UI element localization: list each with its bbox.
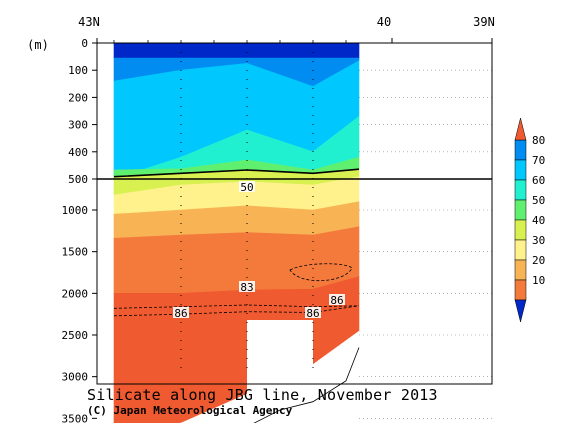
contour-label-box <box>239 281 255 292</box>
plot-border <box>96 42 493 385</box>
chart-credit: (C) Japan Meteorological Agency <box>87 404 293 417</box>
y-tick-label: 3000 <box>62 371 89 384</box>
colorbar-tick-label: 40 <box>532 214 545 227</box>
contour-label: 83 <box>240 281 253 294</box>
x-tick-label: 43N <box>78 15 100 29</box>
x-tick-label: 39N <box>473 15 495 29</box>
colorbar-tick-label: 80 <box>532 134 545 147</box>
y-tick-label: 2500 <box>62 329 89 342</box>
contour-label-box <box>173 307 189 318</box>
y-tick-label: 200 <box>68 91 88 104</box>
y-tick-label: 2000 <box>62 287 89 300</box>
no-data-areas <box>247 320 360 423</box>
y-tick-label: 500 <box>68 173 88 186</box>
contour-labels: 50 83 86 86 86 <box>173 181 345 320</box>
colorbar-tick-label: 70 <box>532 154 545 167</box>
colorbar-swatch <box>514 199 527 221</box>
contour-label-box <box>239 181 255 192</box>
seafloor-line <box>253 347 360 423</box>
x-tick-label: 40 <box>377 15 391 29</box>
y-tick-label: 400 <box>68 146 88 159</box>
colorbar-swatch <box>514 279 527 301</box>
band-80-83 <box>113 226 360 294</box>
contour-label-box <box>305 307 321 318</box>
y-tick-label: 300 <box>68 119 88 132</box>
y-tick-label: 0 <box>81 37 88 50</box>
colorbar-swatch <box>514 159 527 181</box>
colorbar-tick-label: 60 <box>532 174 545 187</box>
plot-frame <box>96 42 493 385</box>
colorbar-swatch <box>514 139 527 161</box>
colorbar-swatch <box>514 259 527 281</box>
station-markers <box>180 43 314 370</box>
colorbar-tick-label: 30 <box>532 234 545 247</box>
y-tick-label: 1000 <box>62 204 89 217</box>
colorbar-tick-label: 20 <box>532 254 545 267</box>
band-<10 <box>113 42 360 59</box>
colorbar-arrow-bottom <box>514 299 527 323</box>
x-axis: 43N 40 39N <box>78 15 495 43</box>
contour-line-86-loop <box>289 263 353 282</box>
contour-label: 86 <box>174 307 187 320</box>
contour-label: 86 <box>306 307 319 320</box>
contour-label: 50 <box>240 181 253 194</box>
y-axis-label: (m) <box>27 38 49 52</box>
colorbar-swatch <box>514 219 527 241</box>
colorbar: 80 70 60 50 40 30 20 10 <box>514 117 545 323</box>
contour-label-box <box>329 294 345 305</box>
colorbar-swatch <box>514 239 527 261</box>
chart-title: Silicate along JBG line, November 2013 <box>87 386 438 404</box>
contour-label: 86 <box>330 294 343 307</box>
colorbar-arrow-top <box>514 117 527 141</box>
colorbar-tick-label: 10 <box>532 274 545 287</box>
y-tick-label: 1500 <box>62 246 89 259</box>
colorbar-tick-label: 50 <box>532 194 545 207</box>
no-data-area <box>247 320 359 423</box>
y-tick-label: 3500 <box>62 412 89 423</box>
colorbar-swatch <box>514 179 527 201</box>
y-axis: (m) 0 100 200 300 400 500 1000 1500 2000 2500 3000 3… <box>27 37 97 423</box>
y-tick-label: 100 <box>68 64 88 77</box>
